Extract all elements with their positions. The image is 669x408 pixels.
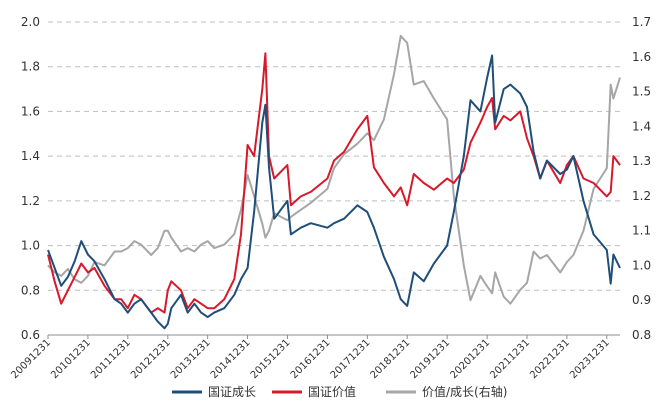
x-tick-label: 20131231	[169, 337, 213, 381]
legend-label-2: 价值/成长(右轴)	[422, 384, 507, 399]
x-tick-label: 20091231	[9, 337, 53, 381]
y-left-tick-label: 1.8	[21, 60, 40, 74]
series-line-1	[47, 52, 621, 314]
x-tick-label: 20111231	[89, 337, 133, 381]
y-left-tick-label: 1.4	[21, 149, 40, 163]
y-right-tick-label: 0.8	[632, 328, 651, 342]
legend-label-1: 国证价值	[308, 384, 356, 399]
x-tick-label: 20151231	[249, 337, 293, 381]
y-right-tick-label: 1.4	[632, 119, 651, 133]
y-right-tick-label: 1.2	[632, 189, 651, 203]
x-tick-label: 20201231	[448, 337, 492, 381]
y-right-tick-label: 1.3	[632, 154, 651, 168]
x-tick-label: 20161231	[289, 337, 333, 381]
series-line-2	[47, 34, 621, 305]
x-tick-label: 20191231	[408, 337, 452, 381]
y-left-tick-label: 0.6	[21, 328, 40, 342]
x-tick-label: 20231231	[568, 337, 612, 381]
series-layer	[47, 34, 621, 330]
y-right-tick-label: 1.5	[632, 85, 651, 99]
legend: 国证成长 国证价值 价值/成长(右轴)	[172, 384, 507, 399]
y-left-tick-label: 1.0	[21, 239, 40, 253]
x-tick-label: 20211231	[488, 337, 532, 381]
y-left-tick-label: 1.6	[21, 104, 40, 118]
y-left-tick-label: 1.2	[21, 194, 40, 208]
y-right-tick-label: 1.6	[632, 50, 651, 64]
series-line-0	[47, 54, 621, 330]
x-tick-label: 20121231	[129, 337, 173, 381]
x-tick-label: 20101231	[49, 337, 93, 381]
y-left-tick-label: 0.8	[21, 283, 40, 297]
y-right-tick-label: 0.9	[632, 293, 651, 307]
x-tick-label: 20171231	[329, 337, 373, 381]
x-tick-label: 20221231	[528, 337, 572, 381]
y-left-tick-label: 2.0	[21, 15, 40, 29]
y-right-tick-label: 1.0	[632, 258, 651, 272]
legend-label-0: 国证成长	[208, 385, 256, 399]
y-right-tick-label: 1.7	[632, 15, 651, 29]
y-right-tick-label: 1.1	[632, 224, 651, 238]
axis-layer: 0.6 0.8 1.0 1.2 1.4 1.6 1.8 2.0 0.8 0.9 1.0 1.1 1.2 1…	[9, 15, 651, 381]
x-tick-label: 20141231	[209, 337, 253, 381]
x-tick-label: 20181231	[369, 337, 413, 381]
